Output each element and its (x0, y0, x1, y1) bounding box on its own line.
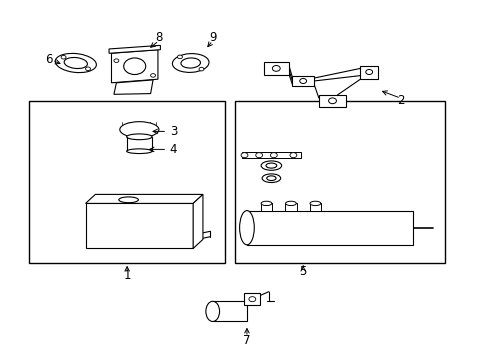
Text: 9: 9 (208, 31, 216, 44)
Bar (260, 203, 272, 211)
Text: 1: 1 (123, 269, 131, 282)
Polygon shape (292, 76, 313, 86)
Text: 2: 2 (396, 94, 404, 107)
Polygon shape (114, 80, 153, 94)
Circle shape (255, 153, 262, 158)
Bar (246, 211, 412, 245)
Ellipse shape (261, 201, 271, 206)
Circle shape (61, 55, 66, 59)
Ellipse shape (266, 176, 276, 181)
Ellipse shape (309, 201, 320, 206)
Text: 8: 8 (155, 31, 163, 44)
Bar (126, 137, 152, 151)
Ellipse shape (265, 163, 276, 168)
Bar (212, 301, 246, 321)
Polygon shape (85, 194, 203, 203)
Ellipse shape (262, 174, 280, 183)
Circle shape (150, 74, 155, 77)
Ellipse shape (120, 122, 159, 138)
Text: 4: 4 (169, 143, 177, 156)
Text: 7: 7 (243, 334, 250, 347)
Bar (242, 152, 300, 158)
Circle shape (114, 59, 119, 63)
Text: 6: 6 (45, 53, 53, 66)
Bar (29, 101, 224, 263)
Circle shape (241, 153, 247, 158)
Circle shape (248, 297, 255, 302)
Polygon shape (109, 45, 160, 53)
Bar (85, 203, 193, 248)
Ellipse shape (261, 161, 281, 170)
Text: 5: 5 (299, 265, 306, 278)
Polygon shape (111, 50, 158, 83)
Circle shape (199, 67, 203, 71)
Circle shape (365, 69, 372, 75)
Polygon shape (318, 95, 346, 107)
Ellipse shape (285, 201, 296, 206)
Polygon shape (360, 66, 377, 79)
Polygon shape (193, 194, 203, 248)
Bar (285, 203, 296, 211)
Bar (309, 203, 321, 211)
Text: 3: 3 (169, 125, 177, 138)
Ellipse shape (181, 58, 200, 68)
Ellipse shape (55, 53, 96, 73)
Circle shape (272, 66, 280, 71)
Circle shape (289, 153, 296, 158)
Circle shape (299, 78, 306, 84)
Ellipse shape (172, 54, 208, 72)
Circle shape (328, 98, 336, 104)
Ellipse shape (205, 301, 219, 321)
Bar (244, 293, 260, 305)
Circle shape (85, 67, 90, 71)
Ellipse shape (123, 58, 145, 75)
Polygon shape (264, 62, 288, 75)
Bar (234, 101, 444, 263)
Ellipse shape (64, 58, 87, 68)
Circle shape (177, 55, 182, 59)
Ellipse shape (126, 134, 152, 140)
Ellipse shape (239, 211, 254, 245)
Ellipse shape (119, 197, 138, 203)
Circle shape (270, 153, 277, 158)
Ellipse shape (126, 149, 152, 154)
